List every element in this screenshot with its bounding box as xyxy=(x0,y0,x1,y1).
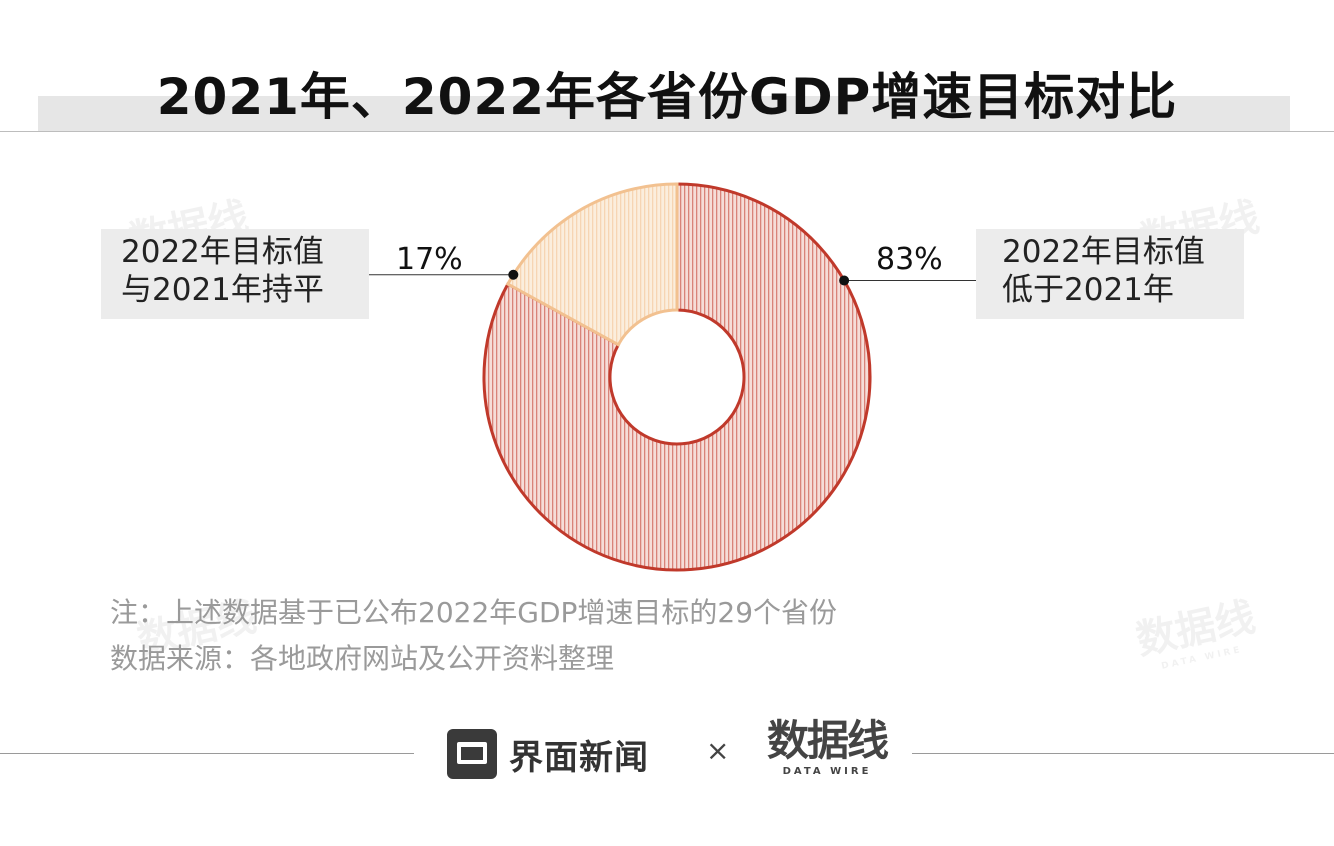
footer-rule-right xyxy=(912,753,1334,754)
pct-label-flat: 17% xyxy=(396,242,463,277)
partner-name: 数据线 xyxy=(766,716,889,765)
brand-icon xyxy=(447,729,497,779)
slice-label-line: 2022年目标值 xyxy=(121,234,324,270)
times-sign: × xyxy=(706,734,730,767)
chart-title: 2021年、2022年各省份GDP增速目标对比 xyxy=(156,68,1178,126)
title-band xyxy=(38,96,1290,132)
partner-sub: DATA WIRE xyxy=(782,766,872,777)
donut-slice xyxy=(482,182,872,572)
brand-name: 界面新闻 xyxy=(509,737,649,778)
leader-dot xyxy=(839,275,850,286)
slice-label-left: 2022年目标值 与2021年持平 xyxy=(101,229,369,319)
donut-slice xyxy=(505,182,679,347)
footer-rule-left xyxy=(0,753,414,754)
partner-logo: 数据线 DATA WIRE xyxy=(762,716,892,777)
leader-dot xyxy=(508,269,519,280)
brand-logo: 界面新闻 xyxy=(447,724,649,784)
slice-label-line: 2022年目标值 xyxy=(1002,234,1205,270)
slice-label-line: 低于2021年 xyxy=(1002,272,1174,308)
title-rule xyxy=(0,131,1334,132)
note-text: 注：上述数据基于已公布2022年GDP增速目标的29个省份 xyxy=(110,596,838,629)
notes: 注：上述数据基于已公布2022年GDP增速目标的29个省份 数据来源：各地政府网… xyxy=(110,590,837,682)
pct-label-lower: 83% xyxy=(876,242,943,277)
slice-label-right: 2022年目标值 低于2021年 xyxy=(976,229,1244,319)
slice-label-line: 与2021年持平 xyxy=(121,272,324,308)
source-text: 数据来源：各地政府网站及公开资料整理 xyxy=(110,642,615,675)
